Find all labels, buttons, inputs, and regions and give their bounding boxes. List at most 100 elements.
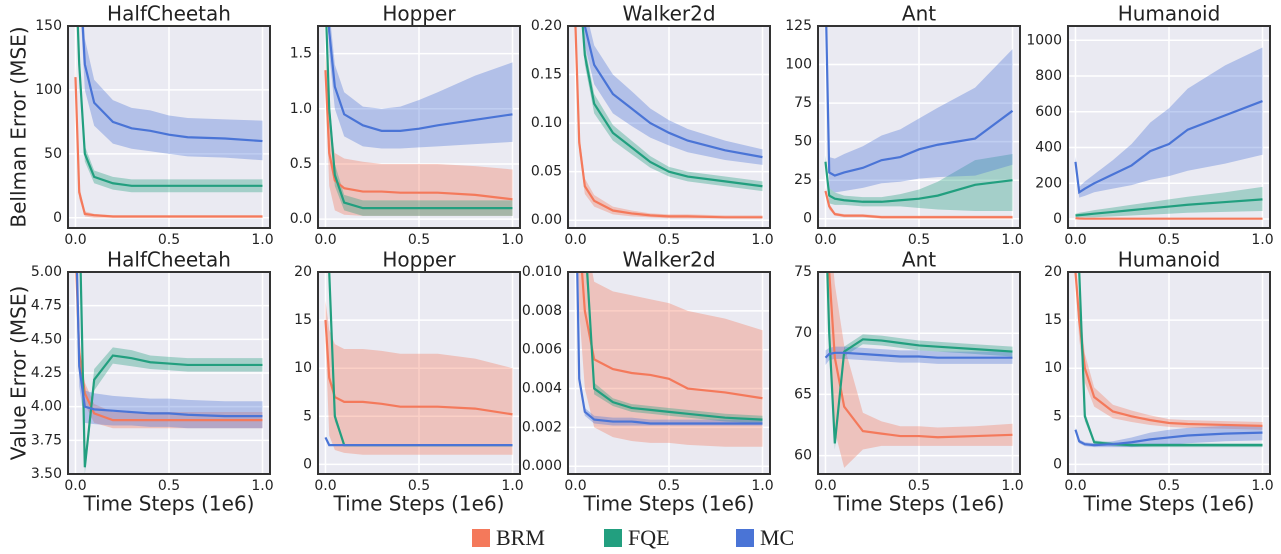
line bbox=[76, 26, 263, 187]
plot-area bbox=[574, 26, 763, 219]
y-tick-label: 0 bbox=[1053, 456, 1062, 472]
plot-border bbox=[317, 25, 521, 229]
legend-label: BRM bbox=[496, 525, 545, 550]
line bbox=[74, 77, 263, 218]
plot-border bbox=[67, 25, 271, 229]
y-tick-label: 800 bbox=[1035, 68, 1062, 84]
legend-swatch bbox=[604, 529, 622, 547]
y-axis-label: Value Error (MSE) bbox=[7, 286, 31, 461]
error-band bbox=[325, 300, 513, 455]
y-tick-label: 50 bbox=[794, 134, 812, 150]
y-tick-label: 1.5 bbox=[290, 46, 312, 62]
y-tick-label: 65 bbox=[794, 386, 812, 402]
x-axis-label: Time Steps (1e6) bbox=[1083, 492, 1255, 516]
plot-area bbox=[74, 26, 263, 218]
x-tick-label: 0.0 bbox=[1064, 232, 1086, 248]
error-band bbox=[1075, 47, 1263, 198]
x-tick-label: 1.0 bbox=[1001, 478, 1023, 494]
y-tick-label: 0.15 bbox=[531, 67, 562, 83]
plot-area bbox=[824, 272, 1013, 468]
chart-title: Walker2d bbox=[622, 248, 715, 272]
plot-border bbox=[1067, 271, 1271, 475]
y-tick-label: 3.75 bbox=[31, 432, 62, 448]
panel: 0.0 0.5 1.0 0 5 10 15 20 Humanoid Time Steps (1e6… bbox=[1044, 248, 1273, 516]
panel: 0.0 0.5 1.0 3.50 3.75 4.00 4.25 4.50 4.75 5.00 Hal… bbox=[7, 248, 274, 516]
y-tick-label: 75 bbox=[794, 95, 812, 111]
y-tick-label: 75 bbox=[794, 264, 812, 280]
chart-title: Humanoid bbox=[1118, 2, 1221, 26]
line bbox=[824, 161, 1013, 203]
chart-title: Hopper bbox=[382, 2, 456, 26]
y-tick-label: 5 bbox=[303, 408, 312, 424]
x-tick-label: 0.0 bbox=[314, 232, 336, 248]
line bbox=[581, 26, 763, 188]
y-tick-label: 5 bbox=[1053, 408, 1062, 424]
error-band bbox=[825, 26, 1013, 193]
y-tick-label: 3.50 bbox=[31, 466, 62, 482]
panel: 0.0 0.5 1.0 0 50 100 150 HalfCheetah Bellman Err… bbox=[7, 2, 274, 249]
x-tick-label: 0.5 bbox=[408, 232, 430, 248]
y-tick-label: 0.010 bbox=[522, 264, 562, 280]
line bbox=[325, 26, 513, 210]
x-tick-label: 0.0 bbox=[1064, 478, 1086, 494]
y-tick-label: 100 bbox=[785, 57, 812, 73]
line bbox=[828, 272, 1013, 439]
panel: 0.0 0.5 1.0 0.0 0.5 1.0 1.5 Hopper bbox=[290, 2, 524, 249]
plot-border bbox=[567, 271, 771, 475]
plot-border bbox=[567, 25, 771, 229]
line bbox=[583, 26, 763, 159]
x-tick-label: 0.5 bbox=[1158, 232, 1180, 248]
y-tick-label: 0.004 bbox=[522, 381, 562, 397]
x-tick-label: 0.5 bbox=[158, 478, 180, 494]
line bbox=[1075, 198, 1263, 217]
x-tick-label: 1.0 bbox=[751, 478, 773, 494]
line bbox=[586, 272, 763, 421]
x-tick-label: 0.5 bbox=[1158, 478, 1180, 494]
line bbox=[81, 26, 263, 143]
y-tick-label: 0 bbox=[303, 456, 312, 472]
x-tick-label: 0.5 bbox=[658, 478, 680, 494]
x-tick-label: 0.5 bbox=[158, 232, 180, 248]
y-tick-label: 4.25 bbox=[31, 365, 62, 381]
error-band bbox=[1075, 186, 1263, 218]
x-tick-label: 0.5 bbox=[908, 478, 930, 494]
chart-title: HalfCheetah bbox=[107, 248, 231, 272]
y-tick-label: 0.000 bbox=[522, 458, 562, 474]
x-tick-label: 0.0 bbox=[564, 232, 586, 248]
y-tick-label: 1.0 bbox=[290, 101, 312, 117]
panel: 0.0 0.5 1.0 0.000 0.002 0.004 0.006 0.008 0.010 W… bbox=[522, 248, 774, 516]
line bbox=[324, 436, 513, 447]
y-tick-label: 600 bbox=[1035, 104, 1062, 120]
plot-area bbox=[1074, 47, 1263, 220]
plot-area bbox=[75, 272, 263, 474]
y-tick-label: 10 bbox=[294, 360, 312, 376]
y-tick-label: 20 bbox=[294, 264, 312, 280]
y-tick-label: 0.002 bbox=[522, 419, 562, 435]
x-tick-label: 0.0 bbox=[814, 478, 836, 494]
y-tick-label: 0.0 bbox=[290, 211, 312, 227]
error-band bbox=[578, 272, 763, 447]
error-band bbox=[1075, 424, 1263, 448]
line bbox=[824, 190, 1013, 219]
x-tick-label: 0.0 bbox=[814, 232, 836, 248]
line bbox=[75, 272, 263, 418]
x-tick-label: 1.0 bbox=[1251, 232, 1273, 248]
plot-border bbox=[317, 271, 521, 475]
legend-swatch bbox=[472, 529, 490, 547]
line bbox=[1074, 429, 1263, 447]
y-tick-label: 100 bbox=[35, 82, 62, 98]
line bbox=[574, 26, 763, 219]
legend-swatch bbox=[736, 529, 754, 547]
y-tick-label: 50 bbox=[44, 146, 62, 162]
panel: 0.0 0.5 1.0 0 25 50 75 100 125 Ant bbox=[785, 2, 1023, 249]
y-tick-label: 0.5 bbox=[290, 156, 312, 172]
line bbox=[1075, 217, 1263, 220]
error-band bbox=[582, 26, 763, 192]
plot-border bbox=[67, 271, 271, 475]
plot-area bbox=[1074, 272, 1263, 448]
y-tick-label: 0.05 bbox=[531, 164, 562, 180]
line bbox=[825, 26, 1014, 177]
x-tick-label: 1.0 bbox=[1001, 232, 1023, 248]
y-tick-label: 0 bbox=[803, 211, 812, 227]
